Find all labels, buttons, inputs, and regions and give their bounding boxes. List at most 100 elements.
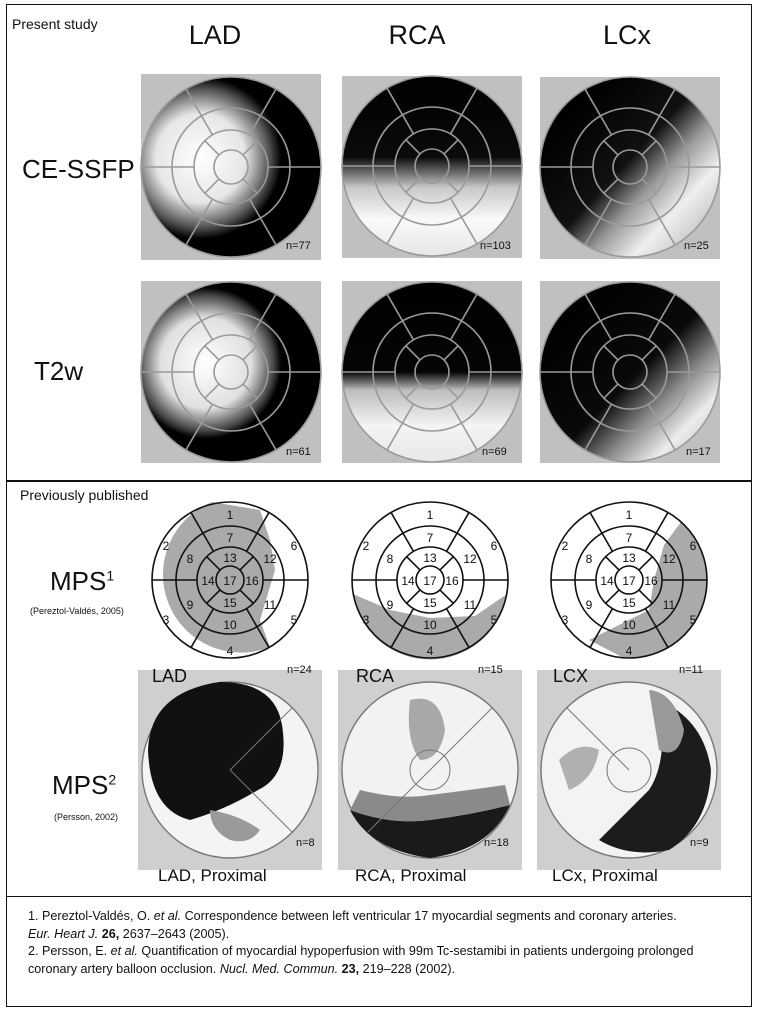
reference-1: 1. Pereztol-Valdés, O. et al. Correspond… [28, 908, 746, 943]
ref1-et-al: et al. [153, 909, 182, 923]
figure-frame [6, 4, 752, 1007]
n-count-ce-ssfp-rca: n=103 [480, 240, 511, 252]
segment-7: 7 [427, 531, 434, 545]
mps1-panel-label-lad: LAD [152, 666, 188, 686]
ref2-volume: 23, [341, 961, 360, 976]
mps2-polar-rca [338, 670, 522, 870]
segment-9: 9 [187, 598, 194, 612]
segment-14: 14 [201, 574, 215, 588]
segment-14: 14 [600, 574, 614, 588]
segment-3: 3 [363, 613, 370, 627]
mps2-caption-lad: LAD, Proximal [158, 866, 267, 885]
segment-8: 8 [586, 552, 593, 566]
segment-4: 4 [626, 644, 633, 658]
mps2-caption-lcx: LCx, Proximal [552, 866, 658, 885]
ref1-pages: 2637–2643 (2005). [119, 926, 230, 941]
segment-17: 17 [223, 574, 237, 588]
segment-5: 5 [291, 613, 298, 627]
bullseye-ce-ssfp-rca [341, 75, 523, 258]
bullseye-t2w-lad [140, 281, 322, 463]
segment-8: 8 [387, 552, 394, 566]
row-label-t2w: T2w [34, 356, 84, 386]
ref1-authors: 1. Pereztol-Valdés, O. [28, 909, 154, 923]
segment-16: 16 [644, 574, 658, 588]
column-header-lcx: LCx [602, 20, 651, 50]
mps-plots-bottom [138, 501, 721, 870]
segment-8: 8 [187, 552, 194, 566]
mps2-label: MPS2 [52, 770, 117, 800]
mps2-superscript: 2 [108, 771, 117, 788]
mps1-label: MPS1 [50, 566, 115, 596]
mps1-superscript: 1 [106, 567, 115, 584]
mps1-bullseye-lcx [550, 501, 708, 659]
ref2-journal: Nucl. Med. Commun. [219, 961, 339, 976]
segment-numbers-lad: 1 2 3 4 5 6 7 8 9 10 11 12 13 14 15 16 1… [163, 508, 298, 658]
segment-13: 13 [622, 551, 636, 565]
ref2-title: Quantification of myocardial hypoperfusi… [28, 944, 694, 976]
references-divider [6, 896, 752, 897]
ref1-volume: 26, [101, 926, 120, 941]
ref1-journal: Eur. Heart J. [28, 926, 99, 941]
mps2-n-lcx: n=9 [690, 837, 709, 849]
segment-3: 3 [562, 613, 569, 627]
segment-11: 11 [264, 598, 277, 612]
segment-9: 9 [387, 598, 394, 612]
segment-14: 14 [401, 574, 415, 588]
segment-6: 6 [491, 539, 498, 553]
ref2-pages: 219–228 (2002). [359, 961, 456, 976]
segment-6: 6 [690, 539, 697, 553]
segment-15: 15 [622, 596, 636, 610]
segment-1: 1 [427, 508, 434, 522]
segment-10: 10 [423, 618, 437, 632]
segment-5: 5 [491, 613, 498, 627]
row-label-ce-ssfp: CE-SSFP [22, 154, 135, 184]
mps1-citation: (Pereztol-Valdés, 2005) [30, 606, 124, 616]
bullseye-ce-ssfp-lcx [539, 76, 721, 259]
mps2-n-rca: n=18 [484, 837, 509, 849]
n-count-ce-ssfp-lad: n=77 [286, 240, 311, 252]
ref2-et-al: et al. [110, 944, 138, 958]
column-header-lad: LAD [188, 20, 242, 50]
segment-12: 12 [662, 552, 676, 566]
ref2-authors: 2. Persson, E. [28, 944, 111, 958]
segment-5: 5 [690, 613, 697, 627]
segment-12: 12 [463, 552, 477, 566]
segment-11: 11 [464, 598, 477, 612]
segment-3: 3 [163, 613, 170, 627]
segment-1: 1 [626, 508, 633, 522]
mps1-n-lad: n=24 [287, 664, 312, 676]
segment-numbers-lcx: 1 2 3 4 5 6 7 8 9 10 11 12 13 14 15 16 1… [562, 508, 697, 658]
mps1-bullseye-lad [151, 501, 309, 659]
segment-6: 6 [291, 539, 298, 553]
segment-16: 16 [445, 574, 459, 588]
segment-16: 16 [245, 574, 259, 588]
segment-12: 12 [263, 552, 277, 566]
segment-15: 15 [223, 596, 237, 610]
mps2-caption-rca: RCA, Proximal [355, 866, 467, 885]
ref1-title: Correspondence between left ventricular … [181, 909, 677, 923]
references: 1. Pereztol-Valdés, O. et al. Correspond… [28, 908, 746, 978]
segment-17: 17 [622, 574, 636, 588]
mps1-panel-label-lcx: LCX [553, 666, 589, 686]
n-count-t2w-rca: n=69 [482, 446, 507, 458]
mps1-panel-label-rca: RCA [356, 666, 395, 686]
segment-15: 15 [423, 596, 437, 610]
segment-9: 9 [586, 598, 593, 612]
segment-4: 4 [227, 644, 234, 658]
mps1-n-rca: n=15 [478, 664, 503, 676]
segment-17: 17 [423, 574, 437, 588]
segment-10: 10 [622, 618, 636, 632]
segment-1: 1 [227, 508, 234, 522]
bullseye-t2w-lcx [539, 281, 721, 463]
mps2-polar-lcx [537, 670, 721, 870]
n-count-t2w-lad: n=61 [286, 446, 311, 458]
bullseye-plots-top [140, 74, 721, 463]
section-label-present-study: Present study [12, 16, 98, 32]
mps1-segment-numbers: 1 2 3 4 5 6 7 8 9 10 11 12 13 14 15 16 1… [163, 508, 697, 658]
segment-2: 2 [163, 539, 170, 553]
column-header-rca: RCA [388, 20, 446, 50]
mps2-citation: (Persson, 2002) [54, 812, 119, 822]
mps1-bullseye-rca [351, 501, 509, 660]
bullseye-t2w-rca [341, 281, 523, 463]
reference-2: 2. Persson, E. et al. Quantification of … [28, 943, 746, 978]
